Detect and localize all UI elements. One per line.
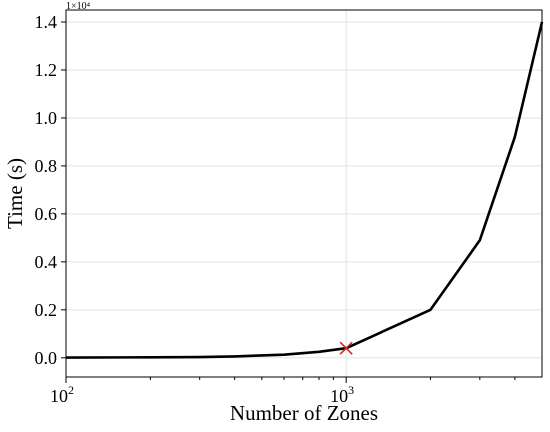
- y-tick-label: 1.0: [35, 108, 58, 128]
- plot-frame: [65, 9, 543, 378]
- marker-x-stroke: [339, 341, 353, 355]
- highlight-marker: [339, 341, 353, 355]
- grid-lines: [65, 10, 542, 377]
- y-tick-label: 0.8: [35, 156, 58, 176]
- x-tick-label: 103: [330, 383, 354, 406]
- x-axis-title: Number of Zones: [230, 401, 378, 425]
- y-tick-label: 0.4: [35, 252, 58, 272]
- series-layer: [65, 21, 544, 359]
- series-line: [65, 21, 544, 359]
- y-tick-label: 1.2: [35, 60, 58, 80]
- x-tick-label: 102: [50, 383, 74, 406]
- y-tick-label: 1.4: [35, 12, 58, 32]
- y-axis-ticks: 0.0 0.2 0.4 0.6 0.8 1.0 1.2 1.4: [35, 12, 66, 368]
- x-axis-ticks: 102 103: [50, 377, 354, 406]
- y-tick-label: 0.2: [35, 300, 58, 320]
- y-tick-label: 0.6: [35, 204, 58, 224]
- y-axis-title: Time (s): [3, 158, 27, 229]
- y-tick-label: 0.0: [35, 348, 58, 368]
- y-axis-multiplier: 1×10⁴: [66, 1, 91, 12]
